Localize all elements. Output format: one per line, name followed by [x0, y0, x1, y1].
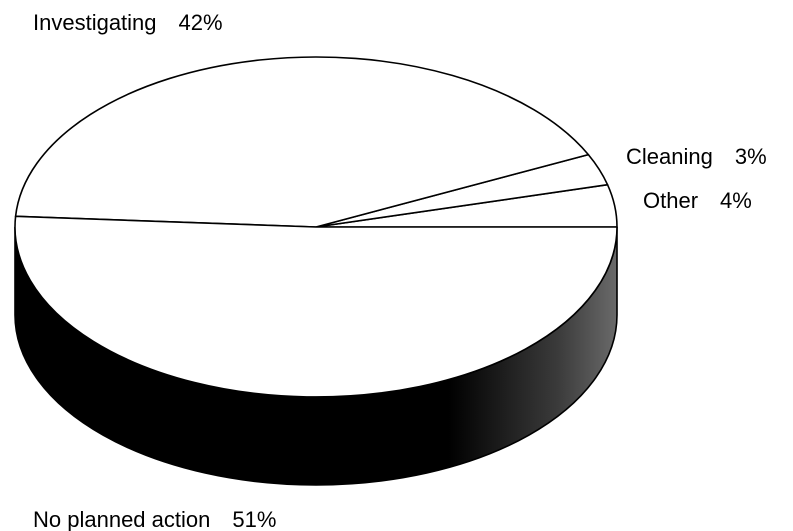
pie-slice-no-planned-action [14, 215, 618, 398]
slice-label-investigating: Investigating 42% [33, 10, 223, 35]
slice-label-other: Other 4% [643, 188, 752, 213]
slice-label-no-planned-action: No planned action 51% [33, 507, 276, 531]
pie-slice-investigating [14, 56, 590, 228]
slice-label-cleaning: Cleaning 3% [626, 144, 767, 169]
pie-top-faces [14, 56, 618, 398]
pie-labels: Investigating 42% Cleaning 3% Other 4% No p… [33, 10, 767, 531]
